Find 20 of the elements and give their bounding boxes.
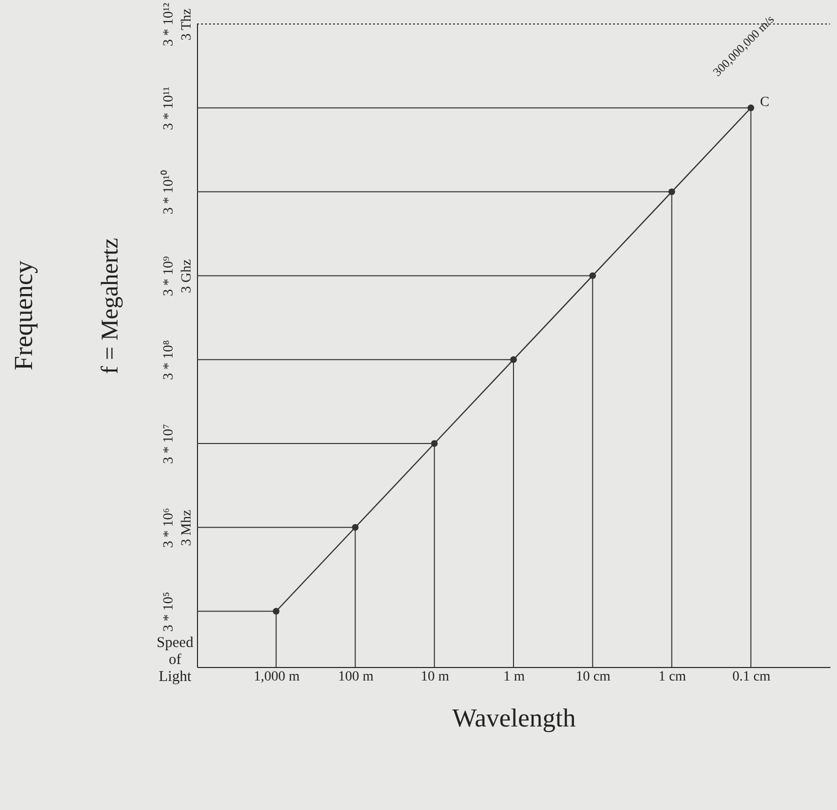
y-tick-label: 3 * 10¹⁰ [160,170,176,214]
y-axis-title: f = Megahertz [98,238,124,374]
x-tick-label: 1 m [503,670,525,684]
y-tick-label: 3 * 10¹¹ [162,86,176,130]
x-tick-label: 10 cm [576,670,611,684]
y-tick-label: 3 * 10⁷ [162,424,176,464]
x-tick-label: 10 m [420,670,450,684]
x-tick-label: 1,000 m [254,670,300,684]
y-tick-label: 3 * 10⁵ [162,592,176,632]
x-axis-title: Wavelength [452,704,576,732]
x-tick-label: 0.1 cm [732,670,771,684]
y-tick-label: 3 * 10⁶ 3 Mhz [162,508,194,548]
text: Frequency [9,260,38,370]
text: Speed of Light [156,635,194,685]
y-tick-label: 3 * 10⁹ 3 Ghz [162,256,194,296]
y-tick-label: 3 * 10¹² 3 Thz [162,2,194,46]
x-tick-label: 100 m [338,670,374,684]
x-tick-label: 1 cm [658,670,686,684]
annotation: C [760,95,770,110]
y-tick-label: 3 * 10⁸ [162,340,176,380]
